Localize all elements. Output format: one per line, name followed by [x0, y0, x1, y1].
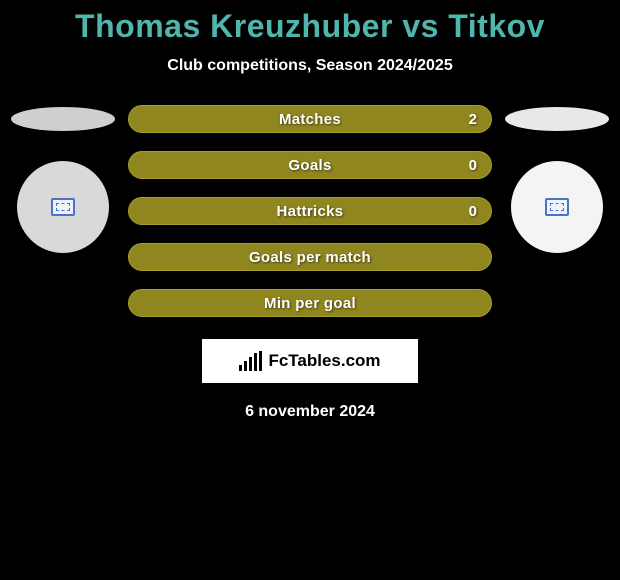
- stat-label: Matches: [279, 111, 341, 128]
- stat-bar-matches: Matches 2: [128, 105, 492, 133]
- brand-logo-text: FcTables.com: [268, 351, 380, 371]
- logo-bar: [244, 361, 247, 371]
- main-row: Matches 2 Goals 0 Hattricks 0 Goals per …: [0, 105, 620, 317]
- brand-logo: FcTables.com: [202, 339, 418, 383]
- stat-bar-min-per-goal: Min per goal: [128, 289, 492, 317]
- stat-bar-hattricks: Hattricks 0: [128, 197, 492, 225]
- stat-label: Goals: [288, 157, 331, 174]
- stat-value: 0: [469, 203, 477, 220]
- placeholder-image-icon: [545, 198, 569, 216]
- stat-label: Min per goal: [264, 295, 356, 312]
- logo-bar: [239, 365, 242, 371]
- subtitle: Club competitions, Season 2024/2025: [0, 57, 620, 75]
- bar-chart-icon: [239, 351, 262, 371]
- player-right-flag-ellipse: [505, 107, 609, 131]
- player-left-avatar: [17, 161, 109, 253]
- logo-bar: [254, 353, 257, 371]
- player-right-column: [502, 105, 612, 253]
- logo-bar: [249, 357, 252, 371]
- player-left-flag-ellipse: [11, 107, 115, 131]
- stat-label: Hattricks: [277, 203, 344, 220]
- comparison-card: Thomas Kreuzhuber vs Titkov Club competi…: [0, 0, 620, 421]
- logo-bar: [259, 351, 262, 371]
- date-label: 6 november 2024: [0, 403, 620, 421]
- stats-list: Matches 2 Goals 0 Hattricks 0 Goals per …: [118, 105, 502, 317]
- page-title: Thomas Kreuzhuber vs Titkov: [0, 8, 620, 45]
- placeholder-image-icon: [51, 198, 75, 216]
- stat-bar-goals-per-match: Goals per match: [128, 243, 492, 271]
- stat-label: Goals per match: [249, 249, 371, 266]
- stat-bar-goals: Goals 0: [128, 151, 492, 179]
- stat-value: 2: [469, 111, 477, 128]
- player-right-avatar: [511, 161, 603, 253]
- player-left-column: [8, 105, 118, 253]
- stat-value: 0: [469, 157, 477, 174]
